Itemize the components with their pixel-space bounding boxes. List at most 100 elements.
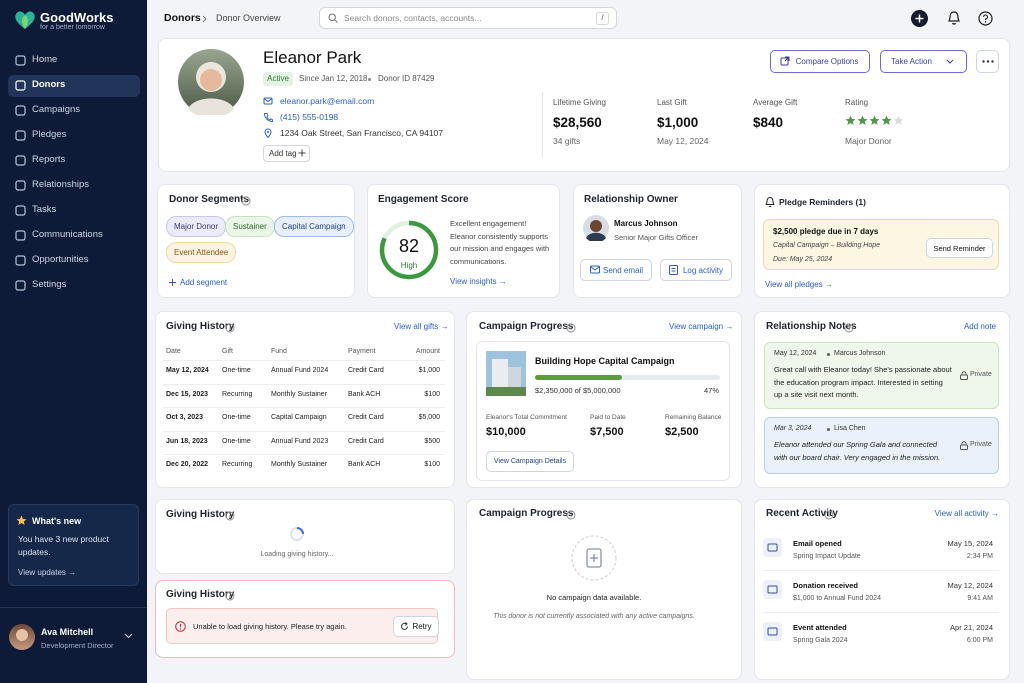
- table-cell: Capital Campaign: [271, 414, 327, 421]
- more-button[interactable]: [976, 50, 999, 73]
- help-button[interactable]: [978, 11, 993, 26]
- note-text: Great call with Eleanor today! She's pas…: [774, 365, 952, 399]
- pledge-headline: $2,500 pledge due in 7 days: [773, 227, 879, 236]
- add-button[interactable]: [911, 10, 928, 27]
- nav-item[interactable]: Pledges: [32, 129, 67, 140]
- nav-icon: [15, 205, 26, 216]
- nav-item[interactable]: Campaigns: [32, 104, 81, 115]
- activity-sub: Spring Impact Update: [793, 553, 861, 560]
- icon-shape: [175, 621, 186, 632]
- take-action-button[interactable]: Take Action: [880, 50, 967, 73]
- icon-shape: [15, 80, 26, 91]
- send-reminder-button[interactable]: Send Reminder: [926, 238, 993, 258]
- icon-shape: [586, 232, 606, 241]
- icon-shape: [669, 265, 678, 275]
- retry-button[interactable]: Retry: [393, 616, 439, 637]
- icon-shape: [784, 56, 790, 62]
- icon-shape: [15, 280, 26, 291]
- activity-link[interactable]: View all activity: [935, 509, 999, 518]
- icon-shape: [124, 633, 133, 639]
- table-cell: Jun 18, 2023: [166, 437, 208, 445]
- empty-icon: [571, 535, 617, 581]
- campaign-link[interactable]: View campaign: [669, 322, 733, 331]
- search-box[interactable]: [319, 7, 617, 29]
- campaign-inner: [476, 341, 730, 481]
- icon-shape: [844, 323, 854, 333]
- segments-card: [157, 184, 355, 298]
- nav-item[interactable]: Relationships: [32, 179, 90, 190]
- table-cell: One-time: [222, 414, 251, 421]
- nav-item[interactable]: Communications: [32, 229, 103, 240]
- rating-star: [857, 115, 868, 126]
- info-icon: [225, 323, 235, 333]
- column-header: Amount: [415, 348, 440, 355]
- nav-item[interactable]: Settings: [32, 279, 67, 290]
- nav-item[interactable]: Donors: [32, 79, 66, 90]
- activity-title: Email opened: [793, 539, 842, 548]
- icon-shape: [225, 591, 235, 601]
- status-pill: Active: [267, 74, 289, 83]
- donor-phone[interactable]: (415) 555-0198: [280, 112, 339, 122]
- shortcut-label: /: [601, 13, 604, 22]
- icon-shape: [845, 115, 856, 125]
- icon-shape: [961, 440, 967, 445]
- icon-shape: [229, 593, 231, 595]
- icon-shape: [566, 510, 576, 520]
- table-cell: Annual Fund 2024: [271, 367, 329, 374]
- icon-shape: [264, 113, 273, 122]
- engagement-link[interactable]: View insights: [450, 277, 507, 286]
- icon-shape: [296, 527, 304, 535]
- email-icon: [590, 265, 600, 274]
- icon-shape: [583, 215, 609, 241]
- icon-shape: [982, 60, 985, 63]
- contact-icon: [263, 128, 273, 138]
- breadcrumb-root[interactable]: Donors: [164, 12, 201, 24]
- icon-shape: [15, 180, 26, 191]
- giving-link[interactable]: View all gifts: [394, 322, 449, 331]
- whats-new-link[interactable]: View updates: [18, 568, 76, 577]
- nav-item[interactable]: Tasks: [32, 204, 57, 215]
- add-segment-link[interactable]: Add segment: [180, 278, 228, 287]
- activity-time: 2:34 PM: [966, 553, 993, 560]
- nav-item[interactable]: Opportunities: [32, 254, 89, 265]
- icon-shape: [334, 19, 338, 23]
- table-cell: Monthly Sustainer: [271, 461, 328, 468]
- activity-title: Event attended: [793, 623, 847, 632]
- log-activity-button[interactable]: Log activity: [660, 259, 732, 281]
- icon-shape: [780, 56, 790, 66]
- row-divider: [163, 383, 445, 385]
- segment-tag: Capital Campaign: [274, 216, 354, 237]
- send-email-button[interactable]: Send email: [580, 259, 652, 281]
- icon-shape: [848, 325, 850, 327]
- icon-shape: [15, 205, 26, 216]
- add-tag-button[interactable]: [263, 145, 310, 162]
- icon-shape: [946, 59, 954, 64]
- icon-shape: [982, 60, 994, 63]
- activity-date: May 15, 2024: [947, 539, 993, 548]
- pledges-link[interactable]: View all pledges: [765, 280, 833, 289]
- icon-shape: [15, 55, 26, 66]
- donor-name: Eleanor Park: [263, 48, 362, 67]
- note-text: Eleanor attended our Spring Gala and con…: [774, 440, 941, 462]
- nav-item[interactable]: Home: [32, 54, 58, 65]
- icon-shape: [824, 510, 834, 520]
- card-title: Campaign Progress: [479, 321, 574, 332]
- table-cell: Monthly Sustainer: [271, 390, 328, 398]
- icon-shape: [15, 255, 26, 266]
- error-icon: [175, 621, 186, 632]
- rating-star: [893, 115, 904, 126]
- compare-options-button[interactable]: Compare Options: [770, 50, 870, 73]
- icon-shape: [570, 325, 572, 327]
- add-note-link[interactable]: Add note: [963, 322, 996, 331]
- notifications-button[interactable]: [947, 10, 961, 26]
- icon-shape: [404, 622, 408, 626]
- icon-shape: [225, 323, 235, 333]
- activity-icon: [763, 538, 782, 557]
- nav-item[interactable]: Reports: [32, 154, 66, 165]
- donor-email[interactable]: eleanor.park@email.com: [280, 96, 375, 106]
- shortcut-key: [596, 12, 609, 25]
- campaign-details-button[interactable]: View Campaign Details: [486, 451, 574, 472]
- loading-text: Loading giving history...: [260, 551, 334, 558]
- icon-shape: [9, 624, 35, 650]
- icon-shape: [241, 196, 251, 206]
